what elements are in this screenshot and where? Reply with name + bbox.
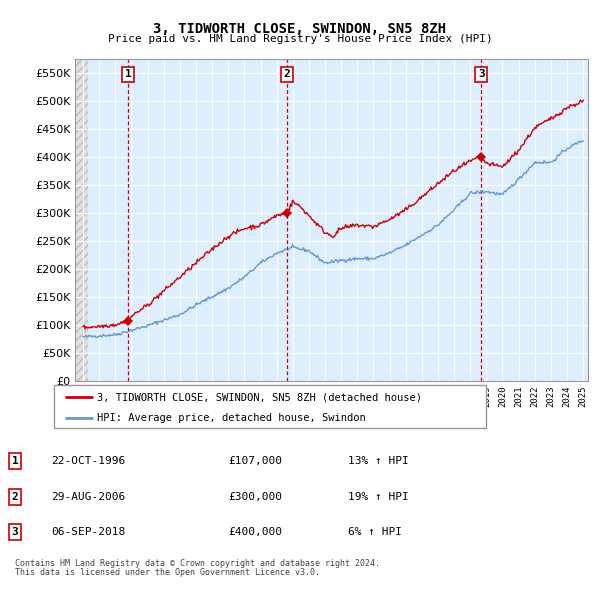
Text: 29-AUG-2006: 29-AUG-2006 — [51, 492, 125, 502]
Text: 2: 2 — [11, 492, 19, 502]
Text: £300,000: £300,000 — [228, 492, 282, 502]
Text: 13% ↑ HPI: 13% ↑ HPI — [348, 457, 409, 466]
Text: 22-OCT-1996: 22-OCT-1996 — [51, 457, 125, 466]
Text: 06-SEP-2018: 06-SEP-2018 — [51, 527, 125, 537]
Text: Price paid vs. HM Land Registry's House Price Index (HPI): Price paid vs. HM Land Registry's House … — [107, 34, 493, 44]
FancyBboxPatch shape — [54, 385, 486, 428]
Text: Contains HM Land Registry data © Crown copyright and database right 2024.: Contains HM Land Registry data © Crown c… — [15, 559, 380, 568]
Text: 6% ↑ HPI: 6% ↑ HPI — [348, 527, 402, 537]
Text: 3, TIDWORTH CLOSE, SWINDON, SN5 8ZH: 3, TIDWORTH CLOSE, SWINDON, SN5 8ZH — [154, 22, 446, 37]
Text: 1: 1 — [125, 70, 131, 80]
Text: 1: 1 — [11, 457, 19, 466]
Text: 2: 2 — [284, 70, 290, 80]
Text: 3: 3 — [11, 527, 19, 537]
Text: HPI: Average price, detached house, Swindon: HPI: Average price, detached house, Swin… — [97, 414, 366, 424]
Text: 3, TIDWORTH CLOSE, SWINDON, SN5 8ZH (detached house): 3, TIDWORTH CLOSE, SWINDON, SN5 8ZH (det… — [97, 392, 422, 402]
Text: 19% ↑ HPI: 19% ↑ HPI — [348, 492, 409, 502]
Text: This data is licensed under the Open Government Licence v3.0.: This data is licensed under the Open Gov… — [15, 568, 320, 577]
Text: £400,000: £400,000 — [228, 527, 282, 537]
Text: £107,000: £107,000 — [228, 457, 282, 466]
Text: 3: 3 — [478, 70, 485, 80]
Bar — [75, 59, 88, 381]
